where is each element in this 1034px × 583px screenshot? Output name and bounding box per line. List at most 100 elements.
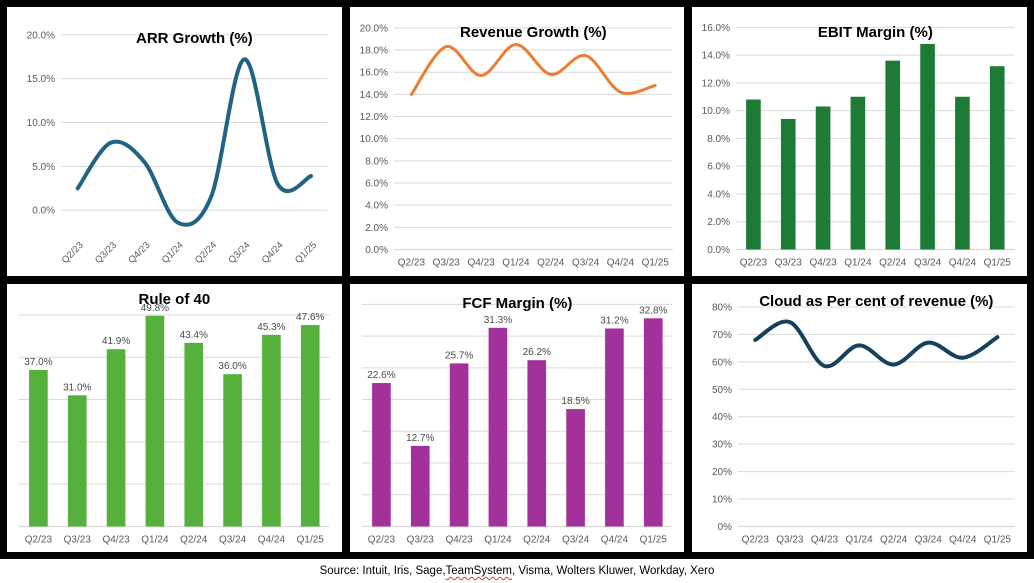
- svg-text:18.5%: 18.5%: [561, 396, 589, 407]
- svg-text:Q3/23: Q3/23: [775, 258, 803, 269]
- svg-text:Q3/23: Q3/23: [406, 534, 434, 545]
- chart-panel-arr-growth: 0.0% 5.0% 10.0% 15.0% 20.0% Q2/23 Q3/23 Q4/23 Q1…: [5, 5, 344, 278]
- arr-growth-line-chart: 0.0% 5.0% 10.0% 15.0% 20.0% Q2/23 Q3/23 Q4/23 Q1…: [27, 30, 328, 266]
- svg-text:6.0%: 6.0%: [708, 162, 731, 173]
- svg-text:0.0%: 0.0%: [708, 245, 731, 256]
- svg-text:Q1/25: Q1/25: [984, 258, 1012, 269]
- source-text-spellchecked-word: TeamSystem: [445, 565, 512, 577]
- svg-text:80%: 80%: [712, 302, 732, 313]
- svg-text:Q1/24: Q1/24: [484, 534, 512, 545]
- svg-text:Q3/23: Q3/23: [777, 534, 805, 545]
- svg-text:8.0%: 8.0%: [365, 156, 388, 167]
- svg-text:FCF Margin (%): FCF Margin (%): [462, 295, 572, 312]
- svg-text:Q4/23: Q4/23: [810, 258, 838, 269]
- svg-text:70%: 70%: [712, 329, 732, 340]
- svg-text:Q4/24: Q4/24: [606, 258, 634, 269]
- svg-text:Q3/24: Q3/24: [915, 534, 943, 545]
- svg-text:Q3/23: Q3/23: [64, 534, 92, 545]
- svg-text:Q2/24: Q2/24: [880, 534, 908, 545]
- svg-text:30%: 30%: [712, 439, 732, 450]
- svg-text:4.0%: 4.0%: [365, 201, 388, 212]
- svg-text:Q3/24: Q3/24: [572, 258, 600, 269]
- svg-text:20%: 20%: [712, 467, 732, 478]
- svg-text:18.0%: 18.0%: [359, 46, 387, 57]
- chart-panel-cloud-share: 0% 10% 20% 30% 40% 50% 60% 70% 80% Q2/23 Q3/23 Q4/2…: [690, 281, 1029, 554]
- svg-text:Q2/23: Q2/23: [60, 240, 86, 266]
- fcf-margin-bar-chart: 22.6% 12.7% 25.7% 31.3% 26.2% 18.5% 31.2% 32.8%…: [361, 295, 673, 545]
- svg-text:Q2/23: Q2/23: [367, 534, 395, 545]
- svg-text:32.8%: 32.8%: [639, 305, 667, 316]
- svg-text:Q1/24: Q1/24: [845, 258, 873, 269]
- svg-text:31.2%: 31.2%: [600, 315, 628, 326]
- svg-text:Q4/24: Q4/24: [600, 534, 628, 545]
- svg-text:12.7%: 12.7%: [406, 432, 434, 443]
- svg-text:Q4/23: Q4/23: [126, 240, 152, 266]
- svg-text:22.6%: 22.6%: [367, 370, 395, 381]
- svg-text:Q3/23: Q3/23: [93, 240, 119, 266]
- svg-text:2.0%: 2.0%: [365, 223, 388, 234]
- svg-text:Q4/24: Q4/24: [258, 534, 286, 545]
- svg-text:Q1/25: Q1/25: [984, 534, 1012, 545]
- svg-text:26.2%: 26.2%: [522, 347, 550, 358]
- svg-text:45.3%: 45.3%: [257, 321, 285, 332]
- svg-text:12.0%: 12.0%: [702, 78, 730, 89]
- cloud-share-line-chart: 0% 10% 20% 30% 40% 50% 60% 70% 80% Q2/23 Q3/23 Q4/2…: [712, 293, 1015, 545]
- svg-text:10.0%: 10.0%: [27, 118, 55, 129]
- svg-text:Q4/24: Q4/24: [949, 258, 977, 269]
- svg-text:ARR Growth (%): ARR Growth (%): [136, 30, 253, 47]
- svg-text:15.0%: 15.0%: [27, 74, 55, 85]
- svg-text:Q4/24: Q4/24: [260, 240, 286, 266]
- svg-text:Q3/24: Q3/24: [914, 258, 942, 269]
- svg-text:50%: 50%: [712, 384, 732, 395]
- ebit-margin-bar-chart: 0.0% 2.0% 4.0% 6.0% 8.0% 10.0% 12.0% 14.0% 16.0%…: [702, 23, 1015, 269]
- svg-text:0.0%: 0.0%: [365, 245, 388, 256]
- svg-text:40%: 40%: [712, 412, 732, 423]
- svg-text:36.0%: 36.0%: [218, 361, 246, 372]
- svg-text:25.7%: 25.7%: [445, 350, 473, 361]
- svg-text:10%: 10%: [712, 494, 732, 505]
- svg-text:Q2/23: Q2/23: [25, 534, 53, 545]
- svg-text:Q4/23: Q4/23: [811, 534, 839, 545]
- svg-text:EBIT Margin (%): EBIT Margin (%): [818, 24, 933, 41]
- svg-text:Q4/23: Q4/23: [467, 258, 495, 269]
- svg-text:8.0%: 8.0%: [708, 134, 731, 145]
- svg-text:Revenue Growth (%): Revenue Growth (%): [460, 24, 607, 41]
- svg-text:31.0%: 31.0%: [63, 382, 91, 393]
- svg-text:Q4/23: Q4/23: [102, 534, 130, 545]
- svg-text:Cloud as Per cent of revenue (: Cloud as Per cent of revenue (%): [760, 293, 994, 310]
- svg-text:Q3/24: Q3/24: [219, 534, 247, 545]
- svg-text:Q1/24: Q1/24: [141, 534, 169, 545]
- svg-text:Q4/23: Q4/23: [445, 534, 473, 545]
- svg-text:Q1/25: Q1/25: [293, 240, 319, 266]
- svg-text:Q2/24: Q2/24: [193, 240, 219, 266]
- svg-text:37.0%: 37.0%: [24, 356, 52, 367]
- svg-text:5.0%: 5.0%: [32, 162, 55, 173]
- svg-text:Q2/24: Q2/24: [537, 258, 565, 269]
- svg-text:0%: 0%: [718, 522, 733, 533]
- revenue-growth-line-chart: 0.0% 2.0% 4.0% 6.0% 8.0% 10.0% 12.0% 14.0% 16.0%…: [359, 23, 673, 269]
- svg-text:6.0%: 6.0%: [365, 179, 388, 190]
- svg-text:14.0%: 14.0%: [359, 90, 387, 101]
- svg-text:Q2/24: Q2/24: [879, 258, 907, 269]
- svg-text:Q1/24: Q1/24: [502, 258, 530, 269]
- svg-text:Rule of 40: Rule of 40: [138, 291, 210, 308]
- svg-text:Q1/25: Q1/25: [297, 534, 325, 545]
- svg-text:20.0%: 20.0%: [27, 30, 55, 41]
- chart-panel-rule-of-40: 37.0% 31.0% 41.9% 49.8% 43.4% 36.0% 45.3% 47.6%…: [5, 281, 344, 554]
- chart-panel-fcf-margin: 22.6% 12.7% 25.7% 31.3% 26.2% 18.5% 31.2% 32.8%…: [347, 281, 687, 554]
- svg-text:Q2/24: Q2/24: [180, 534, 208, 545]
- svg-text:10.0%: 10.0%: [359, 134, 387, 145]
- rule-of-40-bar-chart: 37.0% 31.0% 41.9% 49.8% 43.4% 36.0% 45.3% 47.6%…: [19, 291, 330, 545]
- svg-text:Q3/23: Q3/23: [432, 258, 460, 269]
- svg-text:Q2/23: Q2/23: [397, 258, 425, 269]
- chart-panel-ebit-margin: 0.0% 2.0% 4.0% 6.0% 8.0% 10.0% 12.0% 14.0% 16.0%…: [690, 5, 1029, 278]
- svg-text:Q4/24: Q4/24: [949, 534, 977, 545]
- svg-text:20.0%: 20.0%: [359, 23, 387, 34]
- svg-text:41.9%: 41.9%: [102, 336, 130, 347]
- svg-text:43.4%: 43.4%: [180, 329, 208, 340]
- source-caption: Source: Intuit, Iris, Sage, TeamSystem, …: [0, 559, 1034, 583]
- svg-text:Q1/25: Q1/25: [641, 258, 669, 269]
- svg-text:49.8%: 49.8%: [141, 302, 169, 313]
- svg-text:14.0%: 14.0%: [702, 51, 730, 62]
- chart-panel-revenue-growth: 0.0% 2.0% 4.0% 6.0% 8.0% 10.0% 12.0% 14.0% 16.0%…: [347, 5, 687, 278]
